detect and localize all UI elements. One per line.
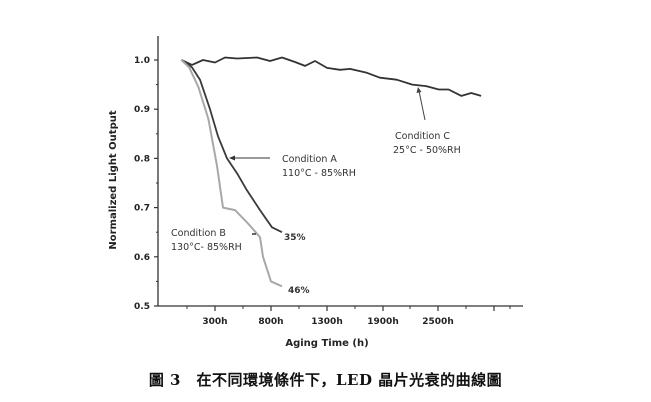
annotation-condition-a: Condition A 110°C - 85%RH 35% (229, 154, 356, 243)
arrowhead-a (229, 155, 235, 161)
series-line-condition-c (181, 56, 482, 97)
condition-c-label: Condition C (395, 131, 450, 142)
series-line-condition-b (180, 59, 283, 288)
condition-a-end-label: 35% (284, 233, 306, 243)
y-tick-label: 0.8 (134, 154, 150, 164)
y-tick-label: 0.6 (134, 253, 150, 263)
condition-b-detail: 130°C- 85%RH (171, 242, 242, 253)
figure-caption: 圖 3 在不同環境條件下，LED 晶片光衰的曲線圖 (148, 371, 503, 389)
y-tick-label: 0.9 (134, 105, 150, 115)
y-tick-label: 0.7 (134, 204, 150, 214)
x-tick-label: 300h (202, 317, 227, 327)
y-axis-title: Normalized Light Output (108, 110, 119, 249)
condition-b-end-label: 46% (288, 286, 310, 296)
condition-b-label: Condition B (171, 228, 226, 239)
x-tick-label: 2500h (422, 317, 453, 327)
series-line-condition-a (180, 59, 283, 234)
arrowhead-c (416, 87, 422, 93)
annotation-condition-c: Condition C 25°C - 50%RH (393, 87, 461, 156)
annotation-condition-b: Condition B 130°C- 85%RH 46% (171, 228, 310, 296)
y-tick-label: 0.5 (134, 302, 150, 312)
condition-a-label: Condition A (282, 154, 337, 165)
x-tick-label: 800h (258, 317, 283, 327)
condition-c-detail: 25°C - 50%RH (393, 145, 461, 156)
arrow-c (418, 90, 426, 121)
y-tick-label: 1.0 (134, 56, 150, 66)
condition-a-detail: 110°C - 85%RH (282, 168, 356, 179)
x-axis-title: Aging Time (h) (285, 338, 368, 349)
axes (157, 36, 523, 307)
x-tick-label: 1300h (311, 317, 342, 327)
x-tick-label: 1900h (367, 317, 398, 327)
